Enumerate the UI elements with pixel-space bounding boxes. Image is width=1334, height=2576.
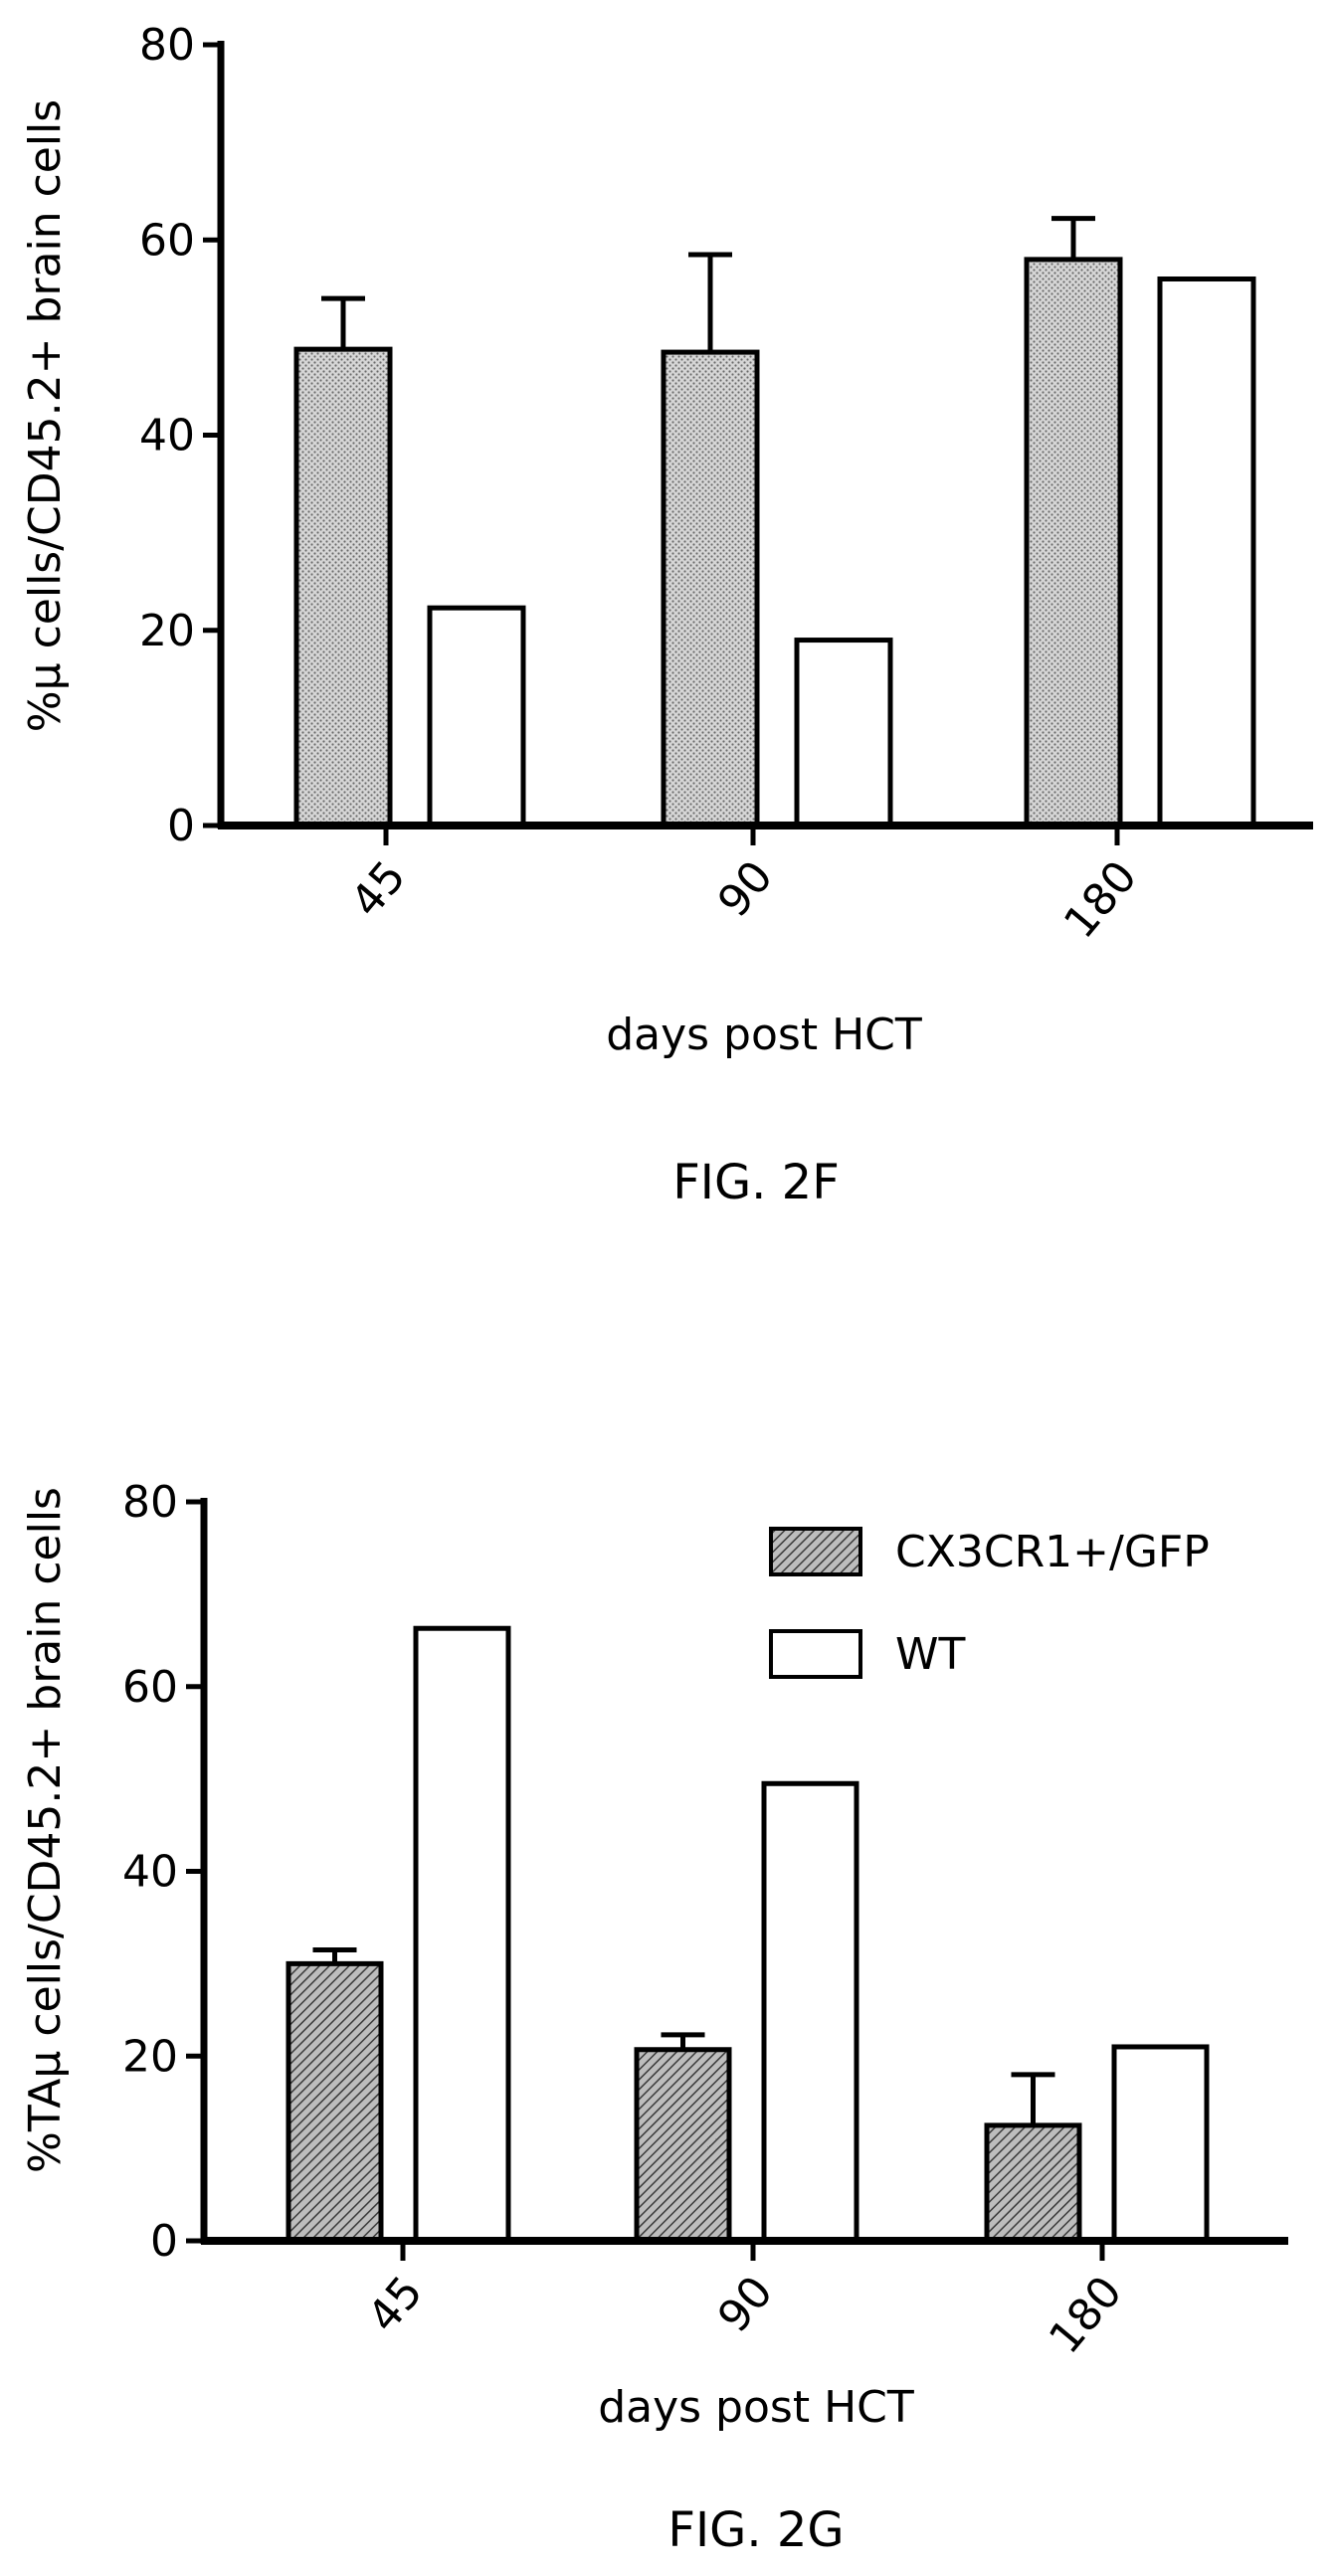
- bar-fig-2g-s2-90: [761, 1780, 859, 2244]
- fig-2g-y-tick-label-20: 20: [122, 2031, 178, 2082]
- chart-fig-2g-y-axis-label: %TAμ cells/CD45.2+ brain cells: [20, 1487, 71, 2173]
- bar-fig-2g-s1-45: [286, 1960, 384, 2244]
- legend-label-cx3cr1-gfp: CX3CR1+/GFP: [895, 1527, 1210, 1577]
- bar-fig-2f-s2-180: [1157, 276, 1256, 828]
- fig-2f-y-tick-label-0: 0: [167, 801, 195, 851]
- fig-2g-y-tick-label-0: 0: [150, 2216, 178, 2267]
- chart-fig-2f-caption: FIG. 2F: [672, 1155, 840, 1210]
- chart-fig-2g: 0 20 40 60 80 45 90 180 days post HCT %TAμ cell…: [20, 1477, 1288, 2558]
- bar-fig-2f-s1-45: [293, 346, 393, 828]
- fig-2g-y-tick-label-40: 40: [122, 1847, 178, 1898]
- fig-2f-y-tick-label-20: 20: [139, 606, 195, 656]
- bar-fig-2g-s2-45: [413, 1625, 511, 2244]
- fig-2g-x-tick-label-45: 45: [358, 2267, 433, 2342]
- chart-fig-2f-x-axis-label: days post HCT: [606, 1010, 922, 1060]
- bar-fig-2f-s1-90: [661, 349, 760, 828]
- fig-2f-x-tick-label-90: 90: [708, 851, 783, 927]
- bar-fig-2g-s1-180: [984, 2122, 1082, 2244]
- chart-fig-2g-marks: 0 20 40 60 80 45 90 180: [122, 1477, 1288, 2363]
- chart-fig-2g-x-axis-label: days post HCT: [598, 2382, 914, 2433]
- bar-fig-2g-s1-90: [634, 2047, 732, 2244]
- legend-swatch-cx3cr1-gfp: [769, 1527, 862, 1576]
- fig-2g-x-tick-label-180: 180: [1040, 2267, 1132, 2363]
- fig-2g-y-tick-label-80: 80: [122, 1477, 178, 1528]
- fig-2f-y-tick-label-60: 60: [139, 215, 195, 266]
- chart-fig-2f-y-axis-label: %μ cells/CD45.2+ brain cells: [20, 99, 71, 732]
- fig-2f-y-tick-label-40: 40: [139, 411, 195, 461]
- chart-fig-2g-caption: FIG. 2G: [667, 2502, 844, 2558]
- fig-2f-x-tick-label-180: 180: [1054, 851, 1147, 948]
- chart-fig-2g-legend: CX3CR1+/GFP WT: [769, 1527, 1210, 1680]
- fig-2f-y-tick-label-80: 80: [139, 20, 195, 71]
- fig-2g-y-tick-label-60: 60: [122, 1662, 178, 1713]
- legend-swatch-wt: [769, 1629, 862, 1679]
- fig-2f-x-tick-label-45: 45: [341, 851, 416, 927]
- bar-fig-2f-s2-45: [427, 605, 526, 828]
- fig-2g-x-tick-label-90: 90: [708, 2267, 783, 2342]
- bar-fig-2g-s2-180: [1111, 2044, 1210, 2244]
- bar-fig-2f-s2-90: [794, 638, 893, 828]
- bar-fig-2f-s1-180: [1024, 257, 1123, 828]
- chart-fig-2f-marks: 0 20 40 60 80 45 90 180: [139, 20, 1313, 948]
- chart-fig-2f: 0 20 40 60 80 45 90 180 days post HCT %μ cells/…: [20, 20, 1313, 1210]
- legend-label-wt: WT: [895, 1629, 966, 1680]
